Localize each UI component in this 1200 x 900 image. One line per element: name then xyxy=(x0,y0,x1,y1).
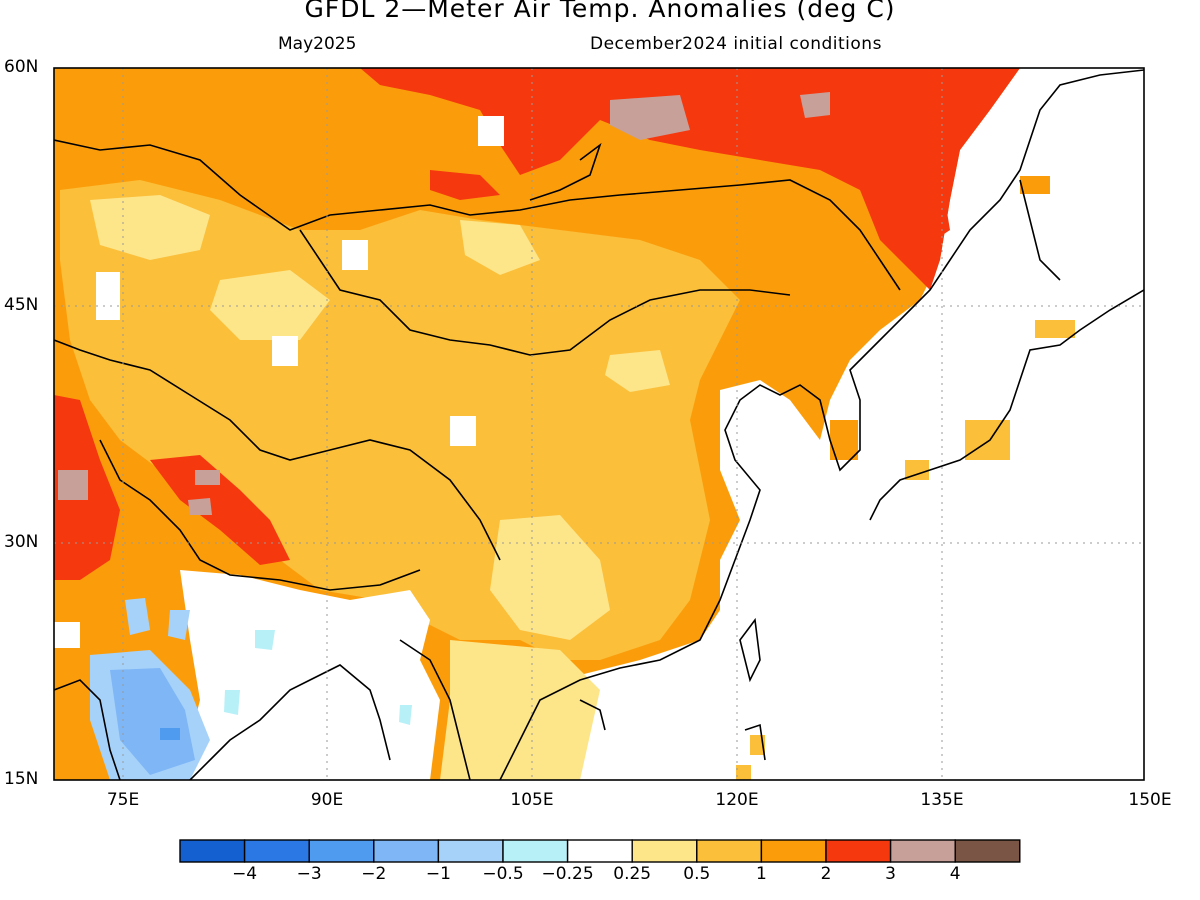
colorbar-swatch xyxy=(437,839,504,863)
colorbar-swatch xyxy=(631,839,698,863)
coastlines xyxy=(54,69,1144,780)
lat-label-60n: 60N xyxy=(4,57,39,77)
lon-label-90e: 90E xyxy=(310,790,344,810)
colorbar-swatch xyxy=(760,839,827,863)
colorbar-swatch xyxy=(308,839,375,863)
colorbar-swatch xyxy=(696,839,763,863)
map-title: GFDL 2—Meter Air Temp. Anomalies (deg C) xyxy=(304,0,896,23)
colorbar xyxy=(179,839,1021,863)
colorbar-label: 3 xyxy=(885,864,897,884)
lon-label-105e: 105E xyxy=(510,790,554,810)
lat-label-30n: 30N xyxy=(4,532,39,552)
colorbar-label: −1 xyxy=(425,864,451,884)
colorbar-label: −4 xyxy=(232,864,258,884)
map-field xyxy=(54,68,1144,780)
valid-month: May2025 xyxy=(278,34,357,54)
colorbar-swatch xyxy=(954,839,1021,863)
colorbar-label: 0.25 xyxy=(613,864,652,884)
colorbar-label: −0.5 xyxy=(482,864,524,884)
colorbar-label: 4 xyxy=(949,864,961,884)
colorbar-label: 2 xyxy=(820,864,832,884)
lon-label-150e: 150E xyxy=(1128,790,1172,810)
colorbar-label: −0.25 xyxy=(541,864,594,884)
colorbar-swatch xyxy=(566,839,633,863)
colorbar-label: −2 xyxy=(361,864,387,884)
lat-label-15n: 15N xyxy=(4,769,39,789)
lon-label-75e: 75E xyxy=(106,790,140,810)
colorbar-swatch xyxy=(179,839,246,863)
colorbar-swatch xyxy=(243,839,310,863)
lon-label-120e: 120E xyxy=(715,790,759,810)
map-frame xyxy=(53,67,1145,781)
colorbar-swatch xyxy=(502,839,569,863)
colorbar-label: −3 xyxy=(296,864,322,884)
colorbar-swatch xyxy=(825,839,892,863)
lon-label-135e: 135E xyxy=(920,790,964,810)
colorbar-label: 1 xyxy=(755,864,767,884)
colorbar-label: 0.5 xyxy=(683,864,711,884)
colorbar-swatch xyxy=(373,839,440,863)
initial-conditions: December2024 initial conditions xyxy=(590,34,882,54)
colorbar-swatch xyxy=(889,839,956,863)
lat-label-45n: 45N xyxy=(4,295,39,315)
